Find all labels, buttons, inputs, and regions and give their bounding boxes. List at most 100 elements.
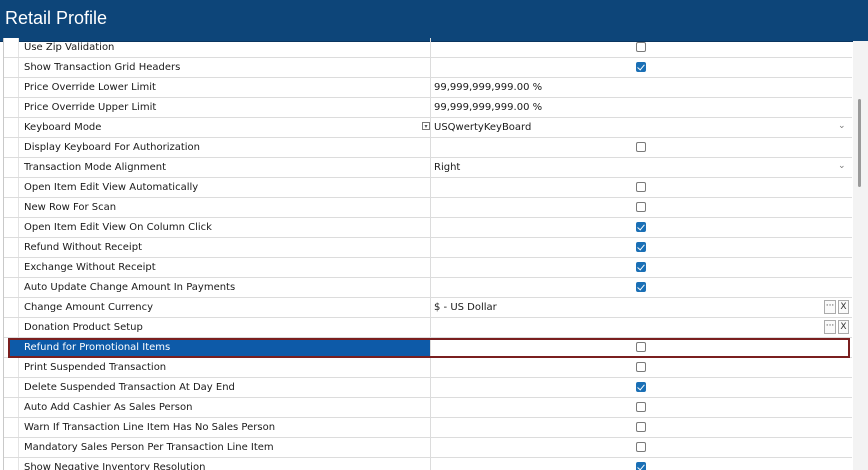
column-separator xyxy=(430,138,431,157)
property-label: Open Item Edit View Automatically xyxy=(24,182,199,193)
property-label: Refund for Promotional Items xyxy=(24,342,171,353)
row-gutter xyxy=(4,38,19,57)
property-row[interactable]: Exchange Without Receipt xyxy=(4,258,852,278)
property-label: Use Zip Validation xyxy=(24,42,115,53)
property-label: Refund Without Receipt xyxy=(24,242,142,253)
chevron-down-icon[interactable]: ⌄ xyxy=(838,161,846,171)
property-row[interactable]: Auto Update Change Amount In Payments xyxy=(4,278,852,298)
edit-icon[interactable]: ▾ xyxy=(422,122,430,130)
property-checkbox[interactable] xyxy=(636,182,646,192)
property-row[interactable]: Refund for Promotional Items xyxy=(4,338,852,358)
property-checkbox[interactable] xyxy=(636,382,646,392)
property-checkbox[interactable] xyxy=(636,422,646,432)
property-checkbox[interactable] xyxy=(636,222,646,232)
property-checkbox[interactable] xyxy=(636,142,646,152)
row-gutter xyxy=(4,358,19,377)
property-checkbox[interactable] xyxy=(636,402,646,412)
property-label: Print Suspended Transaction xyxy=(24,362,167,373)
title-bar: Retail Profile xyxy=(0,0,868,42)
property-label: Price Override Lower Limit xyxy=(24,82,156,93)
property-value[interactable]: 99,999,999,999.00 % xyxy=(434,82,543,93)
row-gutter xyxy=(4,158,19,177)
row-gutter xyxy=(4,298,19,317)
column-separator xyxy=(430,278,431,297)
property-label: Delete Suspended Transaction At Day End xyxy=(24,382,235,393)
property-label: Keyboard Mode xyxy=(24,122,102,133)
property-value[interactable]: $ - US Dollar xyxy=(434,302,497,313)
clear-button[interactable]: X xyxy=(838,300,849,314)
column-separator xyxy=(430,418,431,437)
property-value[interactable]: USQwertyKeyBoard xyxy=(434,122,532,133)
chevron-down-icon[interactable]: ⌄ xyxy=(838,121,846,131)
row-gutter xyxy=(4,258,19,277)
property-label: Show Transaction Grid Headers xyxy=(24,62,181,73)
property-row[interactable]: Change Amount Currency $ - US Dollar ··· X xyxy=(4,298,852,318)
clear-button[interactable]: X xyxy=(838,320,849,334)
vertical-scrollbar[interactable] xyxy=(853,41,868,470)
column-separator xyxy=(430,458,431,470)
column-separator xyxy=(430,78,431,97)
property-checkbox[interactable] xyxy=(636,282,646,292)
property-row[interactable]: Open Item Edit View On Column Click xyxy=(4,218,852,238)
property-checkbox[interactable] xyxy=(636,262,646,272)
column-separator xyxy=(430,438,431,457)
property-checkbox[interactable] xyxy=(636,202,646,212)
property-row[interactable]: Display Keyboard For Authorization xyxy=(4,138,852,158)
property-checkbox[interactable] xyxy=(636,242,646,252)
properties-grid: Use Zip Validation Show Transaction Grid … xyxy=(3,38,852,470)
row-gutter xyxy=(4,378,19,397)
row-gutter xyxy=(4,238,19,257)
column-separator xyxy=(430,58,431,77)
property-label: Mandatory Sales Person Per Transaction L… xyxy=(24,442,274,453)
property-checkbox[interactable] xyxy=(636,462,646,470)
property-checkbox[interactable] xyxy=(636,62,646,72)
column-separator xyxy=(430,398,431,417)
property-row[interactable]: Price Override Upper Limit 99,999,999,999… xyxy=(4,98,852,118)
property-row[interactable]: Use Zip Validation xyxy=(4,38,852,58)
row-gutter xyxy=(4,78,19,97)
property-checkbox[interactable] xyxy=(636,342,646,352)
property-row[interactable]: Refund Without Receipt xyxy=(4,238,852,258)
property-value[interactable]: 99,999,999,999.00 % xyxy=(434,102,543,113)
column-separator xyxy=(430,378,431,397)
property-row[interactable]: Price Override Lower Limit 99,999,999,999… xyxy=(4,78,852,98)
column-separator xyxy=(430,258,431,277)
property-row[interactable]: New Row For Scan xyxy=(4,198,852,218)
column-separator xyxy=(430,98,431,117)
property-label: Show Negative Inventory Resolution xyxy=(24,462,206,470)
column-separator xyxy=(430,338,431,357)
ellipsis-button[interactable]: ··· xyxy=(824,300,836,314)
ellipsis-button[interactable]: ··· xyxy=(824,320,836,334)
property-label: Auto Update Change Amount In Payments xyxy=(24,282,236,293)
property-row[interactable]: Transaction Mode Alignment Right ⌄ xyxy=(4,158,852,178)
column-separator xyxy=(430,298,431,317)
column-separator xyxy=(430,158,431,177)
property-label: Change Amount Currency xyxy=(24,302,153,313)
column-separator xyxy=(430,318,431,337)
row-gutter xyxy=(4,278,19,297)
property-checkbox[interactable] xyxy=(636,42,646,52)
row-gutter xyxy=(4,418,19,437)
property-label: Transaction Mode Alignment xyxy=(24,162,167,173)
property-row[interactable]: Donation Product Setup ··· X xyxy=(4,318,852,338)
property-row[interactable]: Print Suspended Transaction xyxy=(4,358,852,378)
window-title: Retail Profile xyxy=(5,8,108,28)
property-row[interactable]: Delete Suspended Transaction At Day End xyxy=(4,378,852,398)
row-gutter xyxy=(4,138,19,157)
property-label: Open Item Edit View On Column Click xyxy=(24,222,212,233)
property-row[interactable]: Warn If Transaction Line Item Has No Sal… xyxy=(4,418,852,438)
property-value[interactable]: Right xyxy=(434,162,461,173)
row-gutter xyxy=(4,178,19,197)
property-row[interactable]: Show Transaction Grid Headers xyxy=(4,58,852,78)
property-label: Price Override Upper Limit xyxy=(24,102,157,113)
column-separator xyxy=(430,38,431,57)
property-row[interactable]: Auto Add Cashier As Sales Person xyxy=(4,398,852,418)
property-row[interactable]: Keyboard Mode ▾ USQwertyKeyBoard ⌄ xyxy=(4,118,852,138)
property-row[interactable]: Mandatory Sales Person Per Transaction L… xyxy=(4,438,852,458)
property-checkbox[interactable] xyxy=(636,442,646,452)
property-checkbox[interactable] xyxy=(636,362,646,372)
property-row[interactable]: Show Negative Inventory Resolution xyxy=(4,458,852,470)
property-label: Donation Product Setup xyxy=(24,322,143,333)
property-row[interactable]: Open Item Edit View Automatically xyxy=(4,178,852,198)
scrollbar-thumb[interactable] xyxy=(858,99,861,187)
